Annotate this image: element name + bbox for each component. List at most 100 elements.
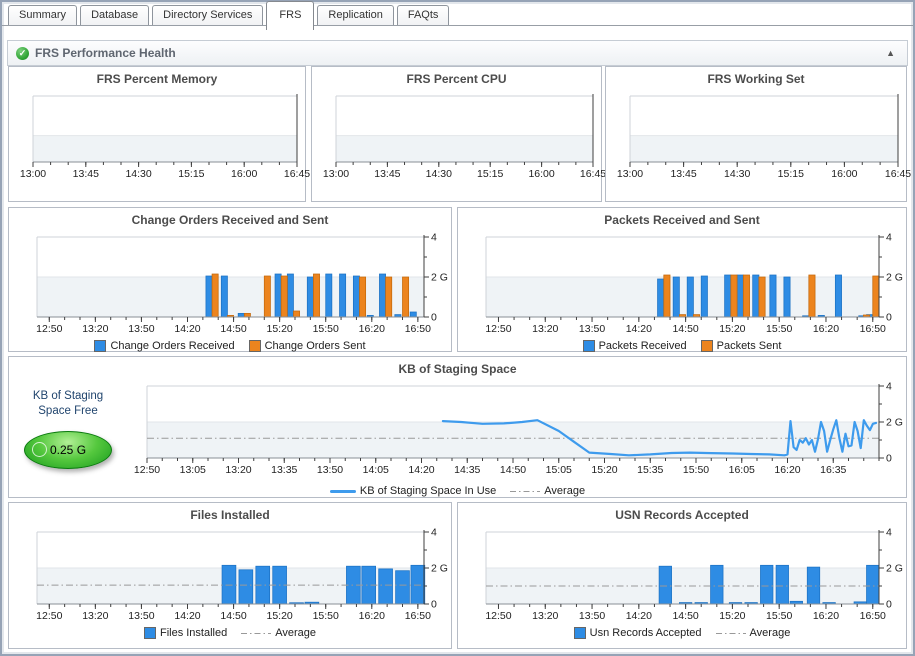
legend-box-swatch bbox=[143, 627, 156, 639]
svg-text:16:45: 16:45 bbox=[580, 168, 606, 180]
legend-label: Average bbox=[544, 485, 586, 497]
svg-text:13:50: 13:50 bbox=[579, 323, 605, 335]
legend-item: Packets Sent bbox=[700, 340, 781, 352]
chart-legend: Packets Received Packets Sent bbox=[458, 340, 906, 352]
staging-space-free-gauge: 0.25 G bbox=[24, 430, 112, 469]
legend-label: Average bbox=[275, 627, 317, 639]
svg-text:16:50: 16:50 bbox=[860, 610, 886, 622]
svg-text:16:00: 16:00 bbox=[528, 168, 554, 180]
svg-text:14:35: 14:35 bbox=[454, 464, 480, 476]
svg-text:4: 4 bbox=[431, 527, 437, 539]
svg-text:15:35: 15:35 bbox=[637, 464, 663, 476]
chart-title: Packets Received and Sent bbox=[604, 213, 760, 227]
svg-text:14:30: 14:30 bbox=[426, 168, 452, 180]
legend-box-swatch bbox=[582, 340, 595, 352]
svg-text:15:15: 15:15 bbox=[778, 168, 804, 180]
legend-label: Usn Records Accepted bbox=[589, 627, 702, 639]
svg-text:4: 4 bbox=[431, 232, 437, 244]
health-status-icon: ✓ bbox=[16, 46, 29, 60]
svg-text:13:50: 13:50 bbox=[317, 464, 343, 476]
svg-text:13:00: 13:00 bbox=[323, 168, 349, 180]
tab-database[interactable]: Database bbox=[80, 5, 150, 25]
gauge-value: 0.25 G bbox=[50, 442, 87, 457]
chart-panel-frs-working-set: FRS Working Set 13:00 13:45 14:30 15:15 16:0… bbox=[605, 66, 911, 202]
svg-text:14:50: 14:50 bbox=[220, 323, 246, 335]
svg-text:16:45: 16:45 bbox=[284, 168, 310, 180]
svg-text:4: 4 bbox=[886, 527, 892, 539]
chart-title: FRS Percent CPU bbox=[406, 72, 507, 86]
tab-frs[interactable]: FRS bbox=[266, 1, 315, 30]
svg-text:15:20: 15:20 bbox=[719, 323, 745, 335]
svg-text:12:50: 12:50 bbox=[36, 323, 62, 335]
svg-text:15:20: 15:20 bbox=[591, 464, 617, 476]
legend-box-swatch bbox=[248, 340, 261, 352]
tab-faqts[interactable]: FAQts bbox=[396, 5, 450, 25]
legend-label: Average bbox=[749, 627, 791, 639]
chart-canvas: 13:00 13:45 14:30 15:15 16:00 16:45 bbox=[20, 94, 310, 180]
svg-text:13:20: 13:20 bbox=[82, 610, 108, 622]
svg-text:14:30: 14:30 bbox=[724, 168, 750, 180]
svg-text:16:20: 16:20 bbox=[813, 610, 839, 622]
legend-item: Average bbox=[510, 485, 585, 497]
svg-text:14:30: 14:30 bbox=[125, 168, 151, 180]
svg-text:14:50: 14:50 bbox=[220, 610, 246, 622]
chart-panel-usn-records: USN Records Accepted 12:50 13:20 13:50 14:2… bbox=[457, 502, 907, 649]
collapse-section-button[interactable]: ▲ bbox=[886, 48, 895, 58]
svg-text:14:50: 14:50 bbox=[672, 610, 698, 622]
svg-text:2 G: 2 G bbox=[886, 417, 903, 429]
svg-text:14:20: 14:20 bbox=[626, 323, 652, 335]
svg-text:0: 0 bbox=[886, 312, 892, 324]
svg-text:15:50: 15:50 bbox=[766, 610, 792, 622]
chart-panel-packets: Packets Received and Sent 12:50 13:20 13:5… bbox=[457, 207, 907, 352]
chart-canvas: 12:50 13:20 13:50 14:20 14:50 15:20 15:50 16:20… bbox=[36, 527, 448, 623]
svg-text:13:45: 13:45 bbox=[670, 168, 696, 180]
gauge-ring-icon bbox=[32, 442, 47, 458]
svg-text:16:35: 16:35 bbox=[820, 464, 846, 476]
chart-canvas: 13:00 13:45 14:30 15:15 16:00 16:45 bbox=[617, 94, 911, 180]
svg-text:16:20: 16:20 bbox=[359, 323, 385, 335]
svg-text:15:20: 15:20 bbox=[267, 610, 293, 622]
svg-text:13:05: 13:05 bbox=[180, 464, 206, 476]
chart-canvas: 12:50 13:20 13:50 14:20 14:50 15:20 15:50 16:20… bbox=[485, 527, 903, 623]
svg-text:14:20: 14:20 bbox=[174, 610, 200, 622]
legend-label: Files Installed bbox=[159, 627, 228, 639]
svg-text:13:50: 13:50 bbox=[128, 610, 154, 622]
svg-text:15:20: 15:20 bbox=[719, 610, 745, 622]
svg-text:13:20: 13:20 bbox=[82, 323, 108, 335]
svg-text:13:20: 13:20 bbox=[532, 610, 558, 622]
svg-text:4: 4 bbox=[886, 232, 892, 244]
svg-text:2 G: 2 G bbox=[886, 563, 903, 575]
tab-directory-services[interactable]: Directory Services bbox=[152, 5, 264, 25]
chart-title: USN Records Accepted bbox=[615, 508, 749, 522]
svg-text:16:00: 16:00 bbox=[831, 168, 857, 180]
svg-text:15:05: 15:05 bbox=[546, 464, 572, 476]
chart-panel-frs-percent-cpu: FRS Percent CPU 13:00 13:45 14:30 15:15 16:0… bbox=[311, 66, 606, 202]
svg-text:13:20: 13:20 bbox=[532, 323, 558, 335]
svg-text:13:00: 13:00 bbox=[617, 168, 643, 180]
chart-legend: KB of Staging Space In Use Average bbox=[9, 485, 906, 497]
legend-label: KB of Staging Space In Use bbox=[359, 485, 497, 497]
legend-item: KB of Staging Space In Use bbox=[329, 485, 497, 497]
tab-summary[interactable]: Summary bbox=[8, 5, 78, 25]
svg-text:16:00: 16:00 bbox=[231, 168, 257, 180]
legend-item: Average bbox=[241, 627, 316, 639]
svg-text:0: 0 bbox=[431, 312, 437, 324]
svg-text:15:15: 15:15 bbox=[178, 168, 204, 180]
svg-text:13:45: 13:45 bbox=[73, 168, 99, 180]
svg-text:2 G: 2 G bbox=[886, 272, 903, 284]
svg-text:15:50: 15:50 bbox=[313, 323, 339, 335]
svg-text:12:50: 12:50 bbox=[485, 323, 511, 335]
chart-panel-files-installed: Files Installed 12:50 13:20 13:50 14:20 14:5… bbox=[8, 502, 452, 649]
legend-label: Change Orders Sent bbox=[264, 340, 366, 352]
chart-title: KB of Staging Space bbox=[398, 362, 517, 376]
svg-text:16:45: 16:45 bbox=[885, 168, 911, 180]
legend-item: Usn Records Accepted bbox=[573, 627, 702, 639]
chart-title: FRS Percent Memory bbox=[96, 72, 218, 86]
svg-text:14:20: 14:20 bbox=[408, 464, 434, 476]
chart-title: Change Orders Received and Sent bbox=[131, 213, 329, 227]
staging-body: KB of Staging Space Free 0.25 G 12:50 13:… bbox=[9, 381, 906, 479]
tab-replication[interactable]: Replication bbox=[317, 5, 394, 25]
tab-divider bbox=[2, 25, 913, 26]
svg-text:16:50: 16:50 bbox=[405, 610, 431, 622]
